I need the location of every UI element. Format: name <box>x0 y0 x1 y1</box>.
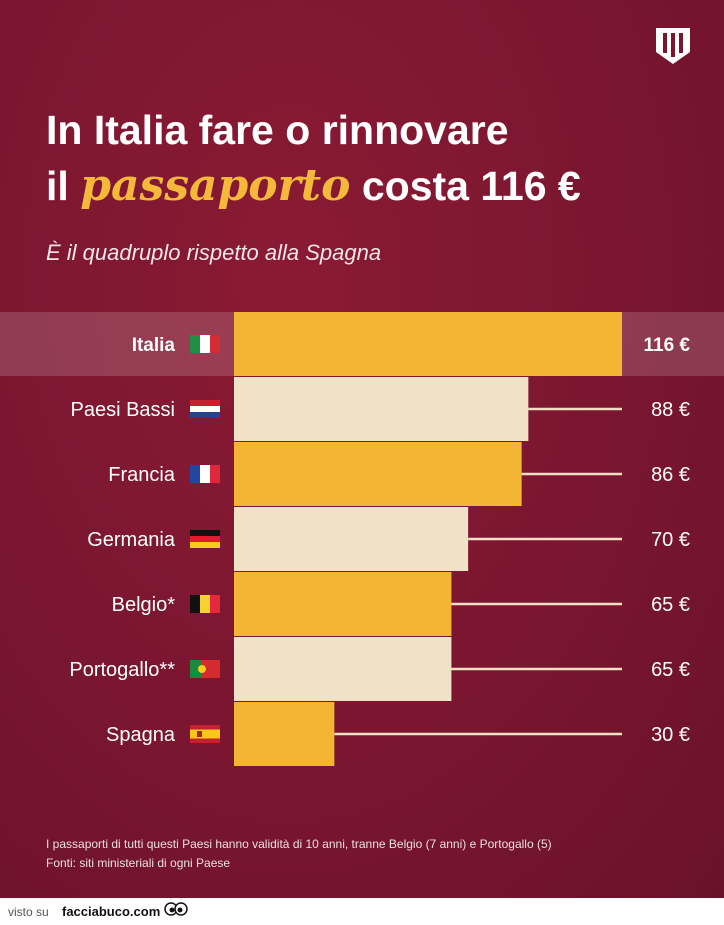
footnote-validity: I passaporti di tutti questi Paesi hanno… <box>46 837 552 851</box>
flag-italy-icon <box>190 335 220 353</box>
value-label-germania: 70 € <box>651 529 690 551</box>
flag-belgium-icon <box>190 595 220 613</box>
watermark-strip: visto su facciabuco.com <box>0 898 724 925</box>
category-label-portogallo: Portogallo** <box>69 659 175 681</box>
footnote-sources: Fonti: siti ministeriali di ogni Paese <box>46 856 231 870</box>
category-label-italia: Italia <box>132 335 176 356</box>
bar-francia <box>234 442 522 506</box>
category-label-belgio: Belgio* <box>112 594 176 616</box>
value-label-paesi-bassi: 88 € <box>651 399 690 421</box>
title-highlight: passaporto <box>80 160 351 211</box>
bar-italia <box>234 312 622 376</box>
category-label-paesi-bassi: Paesi Bassi <box>71 399 176 421</box>
flag-portugal-icon <box>190 660 220 678</box>
flag-netherlands-icon <box>190 400 220 418</box>
bar-germania <box>234 507 469 571</box>
title-line-2-suffix: costa 116 € <box>350 163 581 209</box>
value-label-spagna: 30 € <box>651 724 690 746</box>
title-line-2-prefix: il <box>46 163 81 209</box>
watermark-site[interactable]: facciabuco.com <box>62 904 161 919</box>
chart-subtitle: È il quadruplo rispetto alla Spagna <box>46 240 382 265</box>
bar-chart: Italia 116 € Paesi Bassi 88 € Francia 86 € Ger… <box>69 312 691 766</box>
category-label-francia: Francia <box>108 464 176 486</box>
value-label-belgio: 65 € <box>651 594 690 616</box>
chart-title: In Italia fare o rinnovare il passaporto… <box>46 102 706 214</box>
value-label-italia: 116 € <box>644 335 691 356</box>
value-label-francia: 86 € <box>651 464 690 486</box>
flag-spain-icon <box>190 725 220 743</box>
poster: In Italia fare o rinnovare il passaporto… <box>0 0 724 898</box>
w-shield-icon <box>656 28 690 64</box>
bar-paesi-bassi <box>234 377 529 441</box>
title-line-1: In Italia fare o rinnovare <box>46 107 509 153</box>
eyes-icon <box>164 902 188 916</box>
category-label-germania: Germania <box>87 529 176 551</box>
bar-portogallo <box>234 637 452 701</box>
category-label-spagna: Spagna <box>106 724 176 746</box>
value-label-portogallo: 65 € <box>651 659 690 681</box>
bar-spagna <box>234 702 335 766</box>
bar-belgio <box>234 572 452 636</box>
flag-germany-icon <box>190 530 220 548</box>
flag-france-icon <box>190 465 220 483</box>
watermark-visto: visto su <box>8 905 49 919</box>
footnote: I passaporti di tutti questi Paesi hanno… <box>46 835 552 873</box>
